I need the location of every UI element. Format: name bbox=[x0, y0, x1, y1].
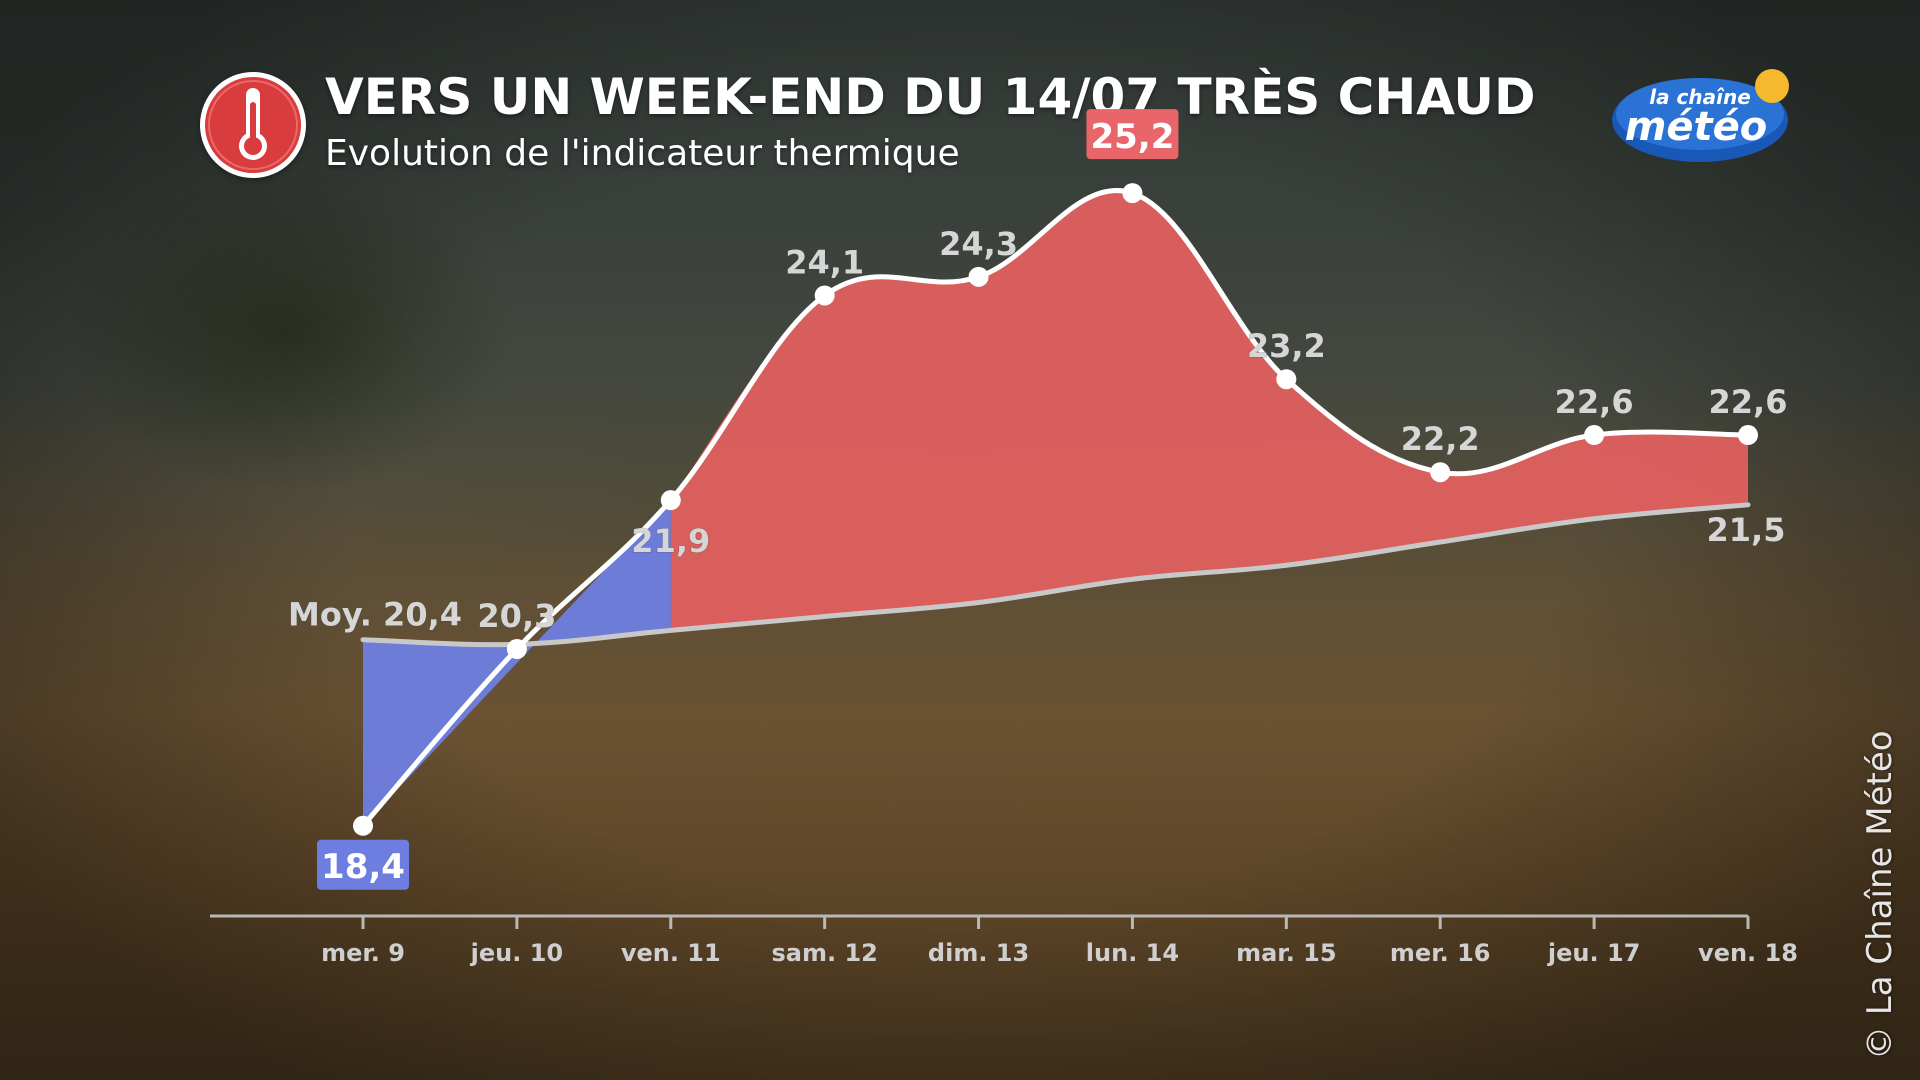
above-normal-area bbox=[670, 190, 1748, 631]
value-label: 22,6 bbox=[1709, 383, 1788, 421]
x-tick-label: sam. 12 bbox=[771, 939, 877, 967]
page-title: VERS UN WEEK-END DU 14/07 TRÈS CHAUD bbox=[325, 68, 1536, 126]
chart-points bbox=[353, 183, 1758, 836]
max-badge bbox=[1086, 109, 1179, 160]
data-point bbox=[1738, 425, 1758, 446]
value-label: 24,3 bbox=[939, 225, 1018, 263]
data-point bbox=[660, 490, 681, 511]
data-point bbox=[968, 266, 989, 287]
data-point bbox=[1122, 183, 1143, 204]
x-axis: mer. 9 jeu. 10 ven. 11 sam. 12 dim. 13 lun. 1… bbox=[210, 914, 1798, 967]
chart-labels: 18,4 20,3 21,9 24,1 24,3 25,2 23,2 22,2 22,6 22,6… bbox=[288, 109, 1788, 890]
copyright-text: © La Chaîne Météo bbox=[1860, 730, 1900, 1060]
header: VERS UN WEEK-END DU 14/07 TRÈS CHAUD Evo… bbox=[0, 0, 1920, 190]
logo-line2: météo bbox=[1625, 104, 1768, 150]
normal-start-label: Moy. 20,4 bbox=[288, 596, 462, 634]
value-label: 21,9 bbox=[631, 522, 710, 560]
value-label: 22,6 bbox=[1555, 383, 1634, 421]
normal-end-label: 21,5 bbox=[1707, 511, 1786, 549]
max-value-label: 25,2 bbox=[1090, 117, 1174, 157]
x-tick-label: dim. 13 bbox=[928, 939, 1029, 967]
data-point bbox=[1430, 462, 1451, 483]
x-tick-label: mer. 9 bbox=[321, 939, 405, 967]
la-chaine-meteo-logo: la chaîne météo bbox=[1612, 69, 1789, 162]
logo-line1: la chaîne bbox=[1649, 85, 1751, 109]
chart-areas bbox=[363, 190, 1748, 826]
value-label: 23,2 bbox=[1247, 327, 1326, 365]
min-badge bbox=[317, 839, 409, 890]
x-tick-label: jeu. 10 bbox=[470, 939, 563, 967]
x-tick-label: lun. 14 bbox=[1086, 939, 1179, 967]
min-value-label: 18,4 bbox=[321, 847, 405, 887]
x-tick-label: mer. 16 bbox=[1390, 939, 1491, 967]
data-point bbox=[1584, 425, 1605, 446]
data-point bbox=[814, 285, 835, 306]
thermometer-icon bbox=[200, 72, 306, 178]
x-tick-label: mar. 15 bbox=[1236, 939, 1337, 967]
value-label: 24,1 bbox=[785, 243, 864, 281]
normal-line bbox=[360, 502, 1751, 648]
data-point bbox=[353, 815, 373, 836]
page-subtitle: Evolution de l'indicateur thermique bbox=[325, 133, 960, 174]
x-tick-label: ven. 11 bbox=[621, 939, 721, 967]
x-tick-label: jeu. 17 bbox=[1547, 939, 1640, 967]
x-tick-label: ven. 18 bbox=[1698, 939, 1798, 967]
indicator-line bbox=[360, 188, 1751, 829]
data-point bbox=[506, 639, 527, 660]
value-label: 20,3 bbox=[477, 597, 556, 635]
data-point bbox=[1276, 369, 1297, 390]
value-label: 22,2 bbox=[1401, 420, 1480, 458]
chart-lines bbox=[360, 188, 1751, 829]
